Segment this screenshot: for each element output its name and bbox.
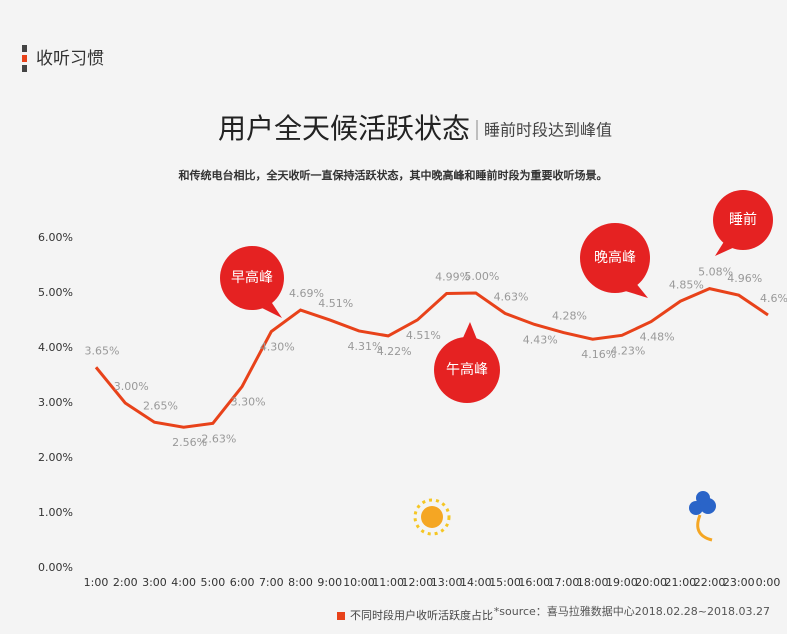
data-label: 4.96%: [727, 272, 762, 285]
x-tick-label: 14:00: [460, 576, 492, 589]
x-tick-label: 10:00: [343, 576, 375, 589]
data-label: 4.51%: [318, 297, 353, 310]
data-label: 2.65%: [143, 399, 178, 412]
bubble: [220, 246, 284, 310]
x-tick-label: 8:00: [288, 576, 313, 589]
data-label: 2.63%: [201, 432, 236, 445]
legend-swatch: [337, 612, 345, 620]
x-tick-label: 9:00: [317, 576, 342, 589]
bubble: [434, 337, 500, 403]
x-tick-label: 16:00: [518, 576, 550, 589]
annotation: 早高峰: [231, 269, 273, 286]
data-label: 4.16%: [581, 348, 616, 361]
line: [94, 287, 769, 429]
bubble: [713, 190, 773, 250]
moon-icon: [689, 491, 716, 542]
x-tick-label: 15:00: [489, 576, 521, 589]
x-tick-label: 18:00: [577, 576, 609, 589]
x-tick-label: 3:00: [142, 576, 167, 589]
header: 收听习惯: [36, 49, 104, 69]
data-label: 4.43%: [523, 333, 558, 346]
legend-label: 不同时段用户收听活跃度占比: [350, 608, 493, 622]
y-tick-label: 6.00%: [38, 231, 73, 244]
data-label: 3.65%: [85, 344, 120, 357]
x-tick-label: 0:00: [756, 576, 781, 589]
sun-icon: [413, 498, 451, 536]
bubble: [580, 223, 650, 293]
x-tick-label: 20:00: [635, 576, 667, 589]
x-tick-label: 2:00: [113, 576, 138, 589]
data-label: 4.69%: [289, 287, 324, 300]
x-tick-label: 17:00: [548, 576, 580, 589]
y-tick-label: 0.00%: [38, 561, 73, 574]
data-label: 4.28%: [552, 310, 587, 323]
y-tick-label: 3.00%: [38, 396, 73, 409]
data-label: 4.48%: [640, 331, 675, 344]
x-tick-label: 22:00: [694, 576, 726, 589]
chart-subtitle: 睡前时段达到峰值: [484, 121, 612, 140]
data-label: 4.85%: [669, 278, 704, 291]
x-tick-label: 7:00: [259, 576, 284, 589]
data-label: 5.00%: [464, 270, 499, 283]
data-label: 2.56%: [172, 436, 207, 449]
x-tick-label: 12:00: [402, 576, 434, 589]
annotation: 午高峰: [446, 361, 488, 378]
data-label: 4.51%: [406, 329, 441, 342]
data-label: 5.08%: [698, 266, 733, 279]
chart-title: 用户全天候活跃状态: [218, 112, 470, 145]
data-label: 4.31%: [347, 340, 382, 353]
bubble-tail: [462, 322, 478, 342]
y-tick-label: 2.00%: [38, 451, 73, 464]
x-tick-label: 5:00: [201, 576, 226, 589]
description: 和传统电台相比，全天收听一直保持活跃状态，其中晚高峰和睡前时段为重要收听场景。: [179, 168, 608, 182]
source: *source：喜马拉雅数据中心2018.02.28~2018.03.27: [494, 604, 770, 618]
data-label: 4.6%: [760, 292, 787, 305]
data-label: 4.23%: [610, 344, 645, 357]
x-tick-label: 4:00: [171, 576, 196, 589]
y-tick-label: 4.00%: [38, 341, 73, 354]
x-tick-label: 21:00: [664, 576, 696, 589]
data-label: 3.00%: [114, 380, 149, 393]
x-tick-label: 13:00: [431, 576, 463, 589]
y-tick-label: 1.00%: [38, 506, 73, 519]
y-tick-label: 5.00%: [38, 286, 73, 299]
header-icon: [22, 55, 27, 62]
header-icon: [22, 45, 27, 52]
x-tick-label: 11:00: [372, 576, 404, 589]
data-label: 4.99%: [435, 271, 470, 284]
data-label: 3.30%: [231, 396, 266, 409]
annotation: 睡前: [729, 211, 757, 228]
x-tick-label: 19:00: [606, 576, 638, 589]
data-label: 4.30%: [260, 341, 295, 354]
data-label: 4.63%: [494, 290, 529, 303]
x-tick-label: 23:00: [723, 576, 755, 589]
header-icon: [22, 65, 27, 72]
data-label: 4.22%: [377, 345, 412, 358]
x-tick-label: 1:00: [84, 576, 109, 589]
x-tick-label: 6:00: [230, 576, 255, 589]
annotation: 晚高峰: [594, 249, 636, 266]
